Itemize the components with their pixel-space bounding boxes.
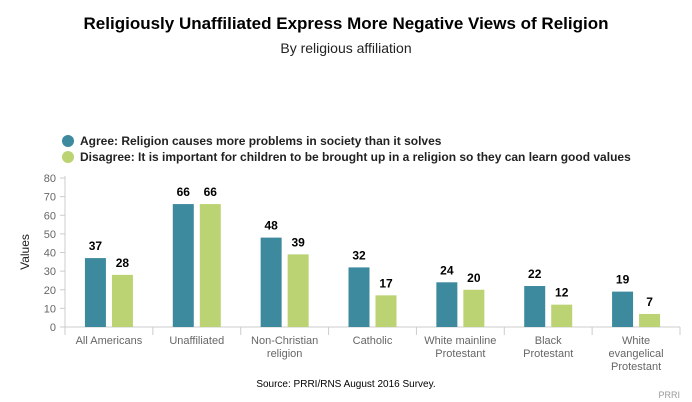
- bar-agree: [348, 267, 370, 327]
- y-tick-label: 70: [44, 192, 56, 204]
- data-label: 19: [616, 273, 630, 287]
- bar-agree: [260, 237, 282, 327]
- legend-label: Disagree: It is important for children t…: [80, 150, 631, 164]
- bar-disagree: [111, 274, 133, 327]
- legend-item-agree[interactable]: Agree: Religion causes more problems in …: [62, 134, 441, 148]
- legend-marker: [62, 135, 74, 147]
- data-label: 7: [646, 295, 653, 309]
- y-tick-label: 30: [44, 266, 56, 278]
- x-tick-label: religion: [267, 348, 302, 360]
- data-label: 20: [467, 271, 481, 285]
- x-tick-label: Unaffiliated: [169, 335, 224, 347]
- bar-agree: [524, 286, 546, 327]
- data-label: 37: [89, 239, 103, 253]
- data-label: 28: [116, 256, 130, 270]
- bar-disagree: [287, 254, 309, 327]
- legend-marker: [62, 151, 74, 163]
- x-tick-label: Catholic: [353, 335, 393, 347]
- y-tick-label: 50: [44, 229, 56, 241]
- x-tick-label: Protestant: [523, 348, 573, 360]
- data-label: 17: [379, 276, 393, 290]
- x-tick-label: White mainline: [424, 335, 496, 347]
- x-tick-label: Protestant: [611, 361, 661, 373]
- data-label: 66: [177, 185, 191, 199]
- data-label: 32: [352, 248, 366, 262]
- data-label: 22: [528, 267, 542, 281]
- x-tick-label: Non-Christian: [251, 335, 318, 347]
- data-label: 12: [555, 286, 569, 300]
- data-label: 66: [204, 185, 218, 199]
- bar-disagree: [639, 313, 661, 327]
- y-tick-label: 40: [44, 248, 56, 260]
- data-label: 24: [440, 263, 454, 277]
- x-tick-label: All Americans: [76, 335, 143, 347]
- source-note: Source: PRRI/RNS August 2016 Survey.: [256, 379, 436, 390]
- data-label: 48: [264, 219, 278, 233]
- x-tick-label: White: [622, 335, 650, 347]
- y-tick-label: 20: [44, 285, 56, 297]
- chart-subtitle: By religious affiliation: [280, 40, 412, 56]
- y-tick-label: 10: [44, 303, 56, 315]
- legend-label: Agree: Religion causes more problems in …: [80, 134, 442, 148]
- bar-agree: [172, 204, 194, 327]
- y-axis-label: Values: [18, 234, 32, 270]
- x-tick-label: Black: [535, 335, 562, 347]
- bar-disagree: [551, 304, 573, 327]
- bar-agree: [84, 258, 106, 327]
- y-tick-label: 80: [44, 173, 56, 185]
- bar-agree: [436, 282, 458, 327]
- legend-item-disagree[interactable]: Disagree: It is important for children t…: [62, 150, 631, 164]
- bar-disagree: [375, 295, 397, 327]
- x-tick-label: Protestant: [435, 348, 485, 360]
- x-tick-label: evangelical: [609, 348, 664, 360]
- bar-agree: [612, 291, 634, 327]
- bar-disagree: [463, 289, 485, 327]
- bar-disagree: [199, 204, 221, 327]
- y-tick-label: 0: [50, 322, 56, 334]
- y-tick-label: 60: [44, 210, 56, 222]
- credit: PRRI: [658, 390, 680, 400]
- chart-title: Religiously Unaffiliated Express More Ne…: [83, 14, 609, 33]
- data-label: 39: [291, 235, 305, 249]
